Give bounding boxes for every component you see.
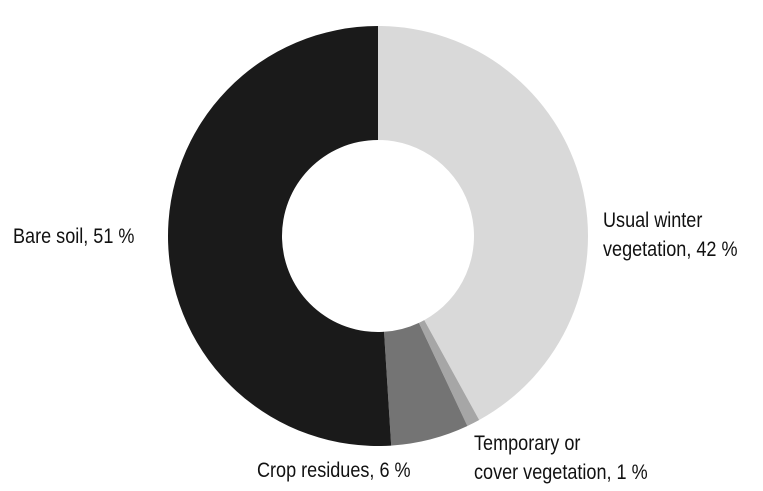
slice-label-line: Temporary or	[474, 432, 581, 455]
donut-slice-bare-soil	[167, 26, 392, 446]
slice-label-temporary-or-cover-vegetation: Temporary or cover vegetation, 1 %	[474, 429, 648, 487]
slice-label-line: Bare soil, 51 %	[13, 225, 135, 248]
slice-label-line: Crop residues, 6 %	[257, 459, 411, 482]
slice-label-line: cover vegetation, 1 %	[474, 461, 648, 484]
slice-label-crop-residues: Crop residues, 6 %	[257, 456, 411, 485]
slice-label-usual-winter-vegetation: Usual winter vegetation, 42 %	[603, 206, 738, 264]
slice-label-bare-soil: Bare soil, 51 %	[13, 222, 134, 251]
slice-label-line: vegetation, 42 %	[603, 238, 738, 261]
donut-slice-usual-winter-vegetation	[378, 26, 589, 421]
donut-slices	[167, 26, 589, 446]
donut-slice-crop-residues	[384, 322, 468, 446]
slice-label-line: Usual winter	[603, 209, 703, 232]
donut-slice-temporary-or-cover-vegetation	[418, 320, 480, 427]
